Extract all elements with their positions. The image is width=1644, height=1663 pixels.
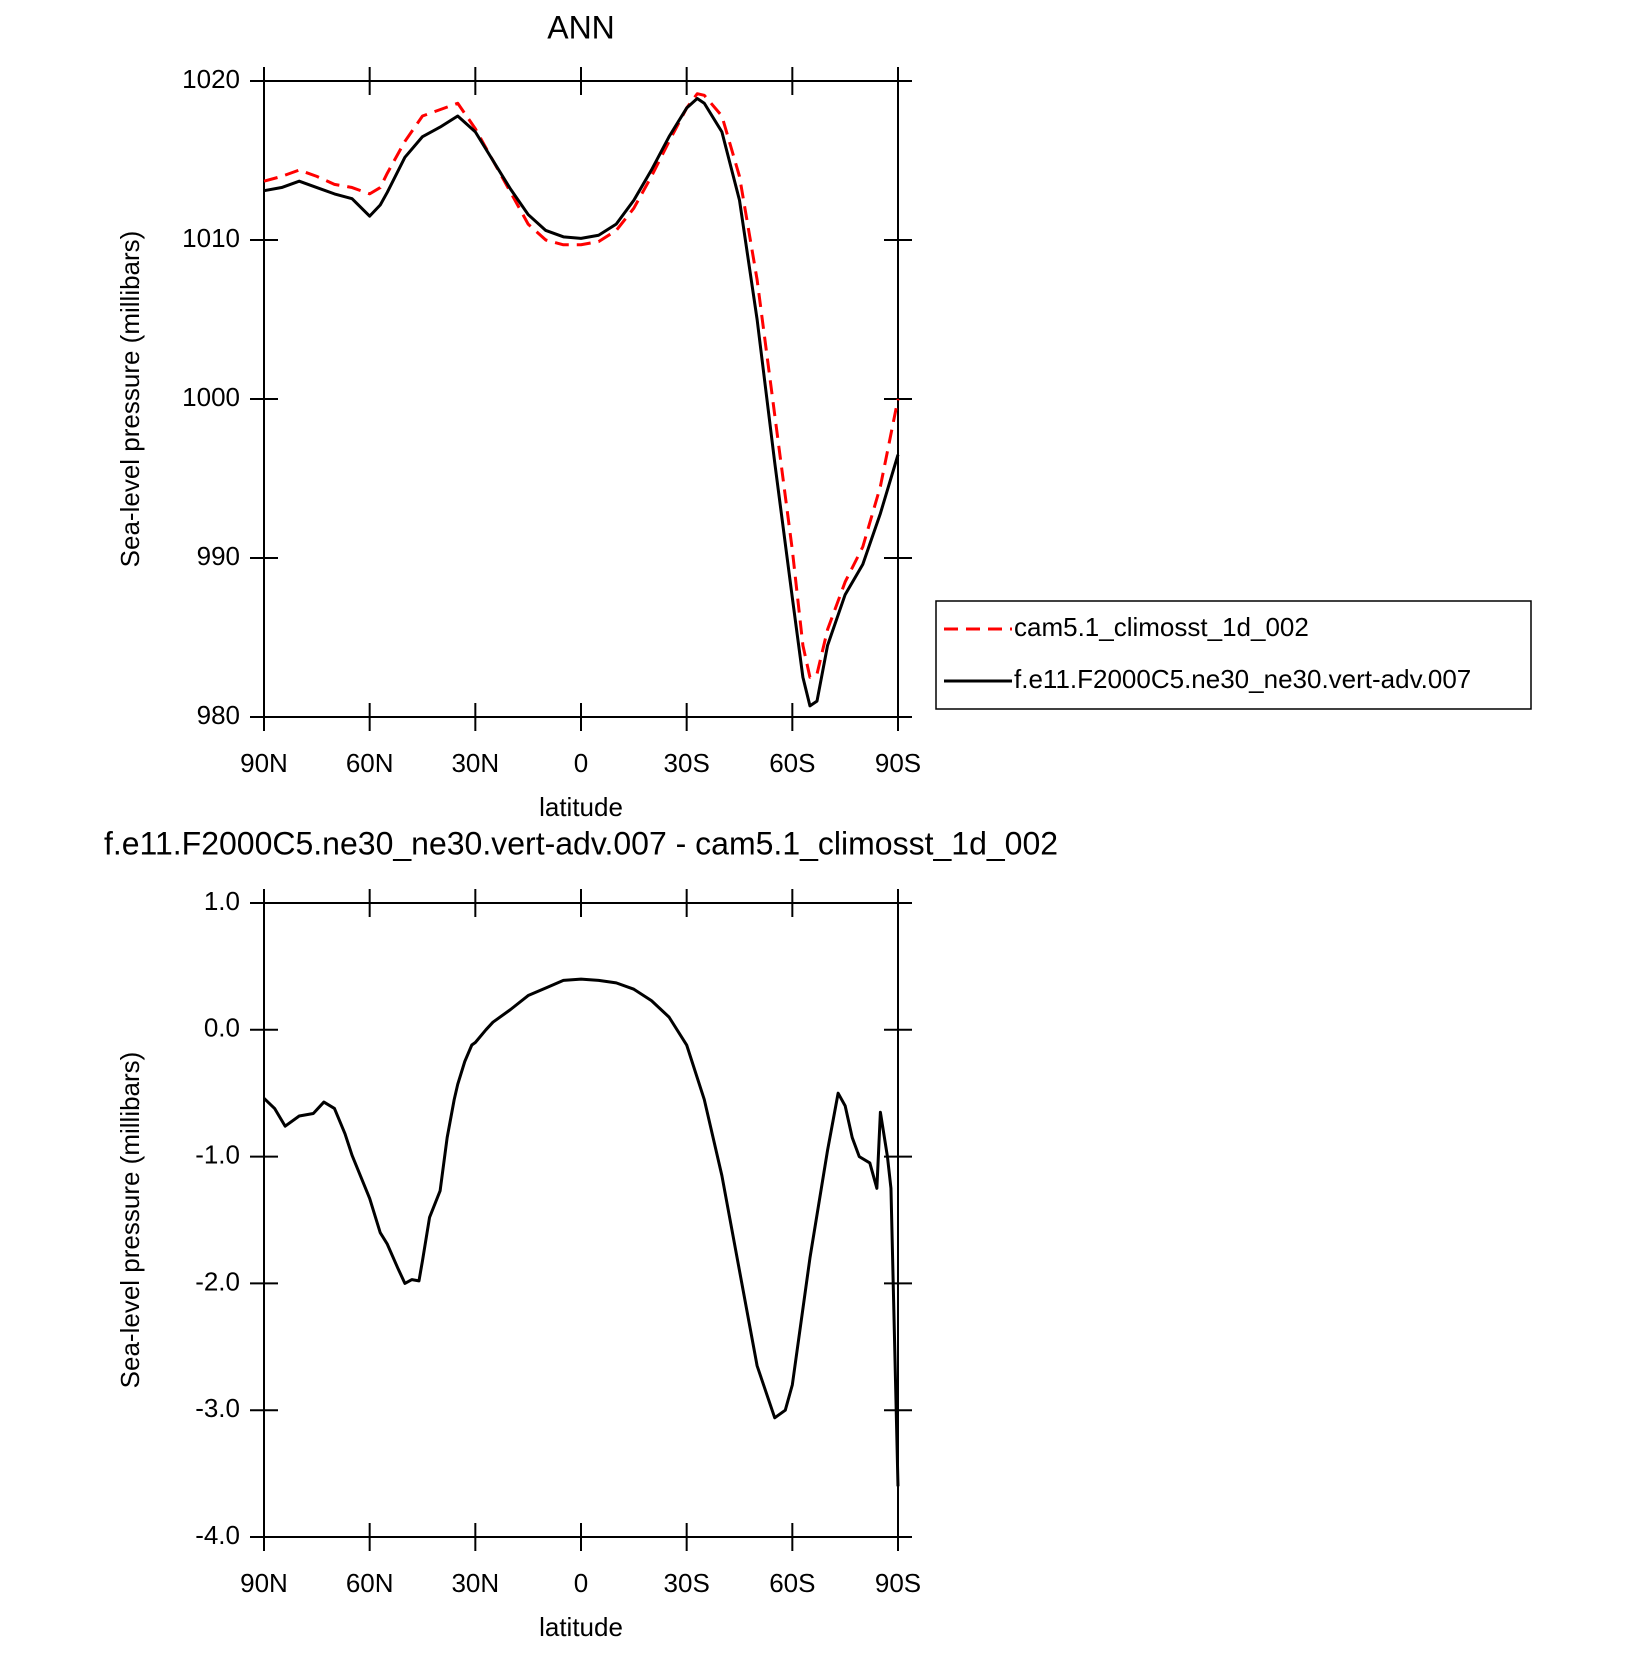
- x-tick-label: 60N: [346, 748, 394, 778]
- y-tick-label: -3.0: [195, 1393, 240, 1423]
- x-tick-label: 30S: [664, 1568, 710, 1598]
- legend-label: cam5.1_climosst_1d_002: [1014, 612, 1309, 642]
- y-tick-label: 1.0: [204, 886, 240, 916]
- y-tick-label: 0.0: [204, 1013, 240, 1043]
- legend-label: f.e11.F2000C5.ne30_ne30.vert-adv.007: [1014, 664, 1471, 694]
- x-tick-label: 60N: [346, 1568, 394, 1598]
- y-tick-label: -4.0: [195, 1520, 240, 1550]
- y-tick-label: -2.0: [195, 1266, 240, 1296]
- y-tick-label: -1.0: [195, 1139, 240, 1169]
- legend-box: [935, 600, 1532, 710]
- x-tick-label: 0: [574, 748, 588, 778]
- x-axis-label: latitude: [539, 1612, 623, 1642]
- data-line: [262, 977, 900, 1487]
- y-axis-label: Sea-level pressure (millibars): [115, 1052, 145, 1389]
- x-tick-label: 0: [574, 1568, 588, 1598]
- x-tick-label: 30N: [451, 748, 499, 778]
- x-tick-label: 90S: [875, 1568, 921, 1598]
- chart-title: ANN: [547, 9, 615, 45]
- plot-frame: [263, 80, 899, 718]
- x-tick-label: 90N: [240, 748, 288, 778]
- x-tick-label: 30S: [664, 748, 710, 778]
- x-axis-label: latitude: [539, 792, 623, 822]
- y-tick-label: 1000: [182, 382, 240, 412]
- y-tick-label: 1010: [182, 223, 240, 253]
- x-tick-label: 60S: [769, 1568, 815, 1598]
- x-tick-label: 90S: [875, 748, 921, 778]
- y-tick-label: 980: [197, 700, 240, 730]
- x-tick-label: 60S: [769, 748, 815, 778]
- chart-title: f.e11.F2000C5.ne30_ne30.vert-adv.007 - c…: [104, 825, 1058, 861]
- data-line: [263, 92, 900, 679]
- x-tick-label: 90N: [240, 1568, 288, 1598]
- y-tick-label: 1020: [182, 64, 240, 94]
- plot-frame: [263, 902, 899, 1538]
- y-axis-label: Sea-level pressure (millibars): [115, 231, 145, 568]
- x-tick-label: 30N: [451, 1568, 499, 1598]
- data-line: [263, 96, 900, 708]
- y-tick-label: 990: [197, 541, 240, 571]
